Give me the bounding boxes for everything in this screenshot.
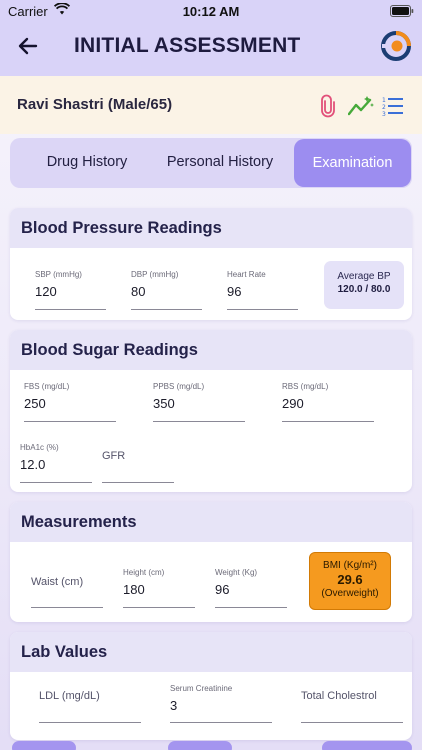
bmi-value: 29.6 [337, 572, 363, 587]
bottom-left-button[interactable] [12, 741, 76, 750]
patient-info-bar: Ravi Shastri (Male/65) 1 2 3 [0, 76, 422, 134]
dbp-underline [131, 309, 202, 310]
rbs-label: RBS (mg/dL) [282, 382, 329, 391]
rbs-field[interactable]: RBS (mg/dL) 290 [282, 382, 374, 422]
page-title: INITIAL ASSESSMENT [74, 34, 301, 57]
ppbs-field[interactable]: PPBS (mg/dL) 350 [153, 382, 245, 422]
measurements-card: Measurements Waist (cm) Height (cm) 180 … [10, 502, 412, 622]
weight-field[interactable]: Weight (Kg) 96 [215, 568, 287, 608]
tab-drug-history[interactable]: Drug History [46, 154, 128, 170]
ppbs-underline [153, 421, 245, 422]
height-label: Height (cm) [123, 568, 165, 577]
fbs-label: FBS (mg/dL) [24, 382, 70, 391]
blood-pressure-title: Blood Pressure Readings [10, 208, 412, 248]
waist-field[interactable]: Waist (cm) [31, 568, 103, 608]
heart-rate-value: 96 [227, 284, 242, 299]
dbp-field[interactable]: DBP (mmHg) 80 [131, 270, 202, 310]
hba1c-label: HbA1c (%) [20, 443, 59, 452]
gfr-underline [102, 482, 174, 483]
svg-text:2: 2 [382, 104, 386, 111]
svg-text:1: 1 [382, 97, 386, 104]
total-cholesterol-underline [301, 722, 403, 723]
heart-rate-label: Heart Rate [227, 270, 266, 279]
status-bar: Carrier 10:12 AM [0, 0, 422, 24]
ldl-field[interactable]: LDL (mg/dL) [39, 684, 141, 723]
trend-chart-icon[interactable] [347, 94, 374, 118]
height-value: 180 [123, 582, 145, 597]
assessment-tabs: Drug History Personal History Examinatio… [10, 138, 412, 188]
fbs-value: 250 [24, 396, 46, 411]
rbs-underline [282, 421, 374, 422]
serum-creatinine-value: 3 [170, 698, 178, 713]
sbp-field[interactable]: SBP (mmHg) 120 [35, 270, 106, 310]
dbp-value: 80 [131, 284, 146, 299]
measurements-title: Measurements [10, 502, 412, 542]
sbp-label: SBP (mmHg) [35, 270, 82, 279]
fbs-field[interactable]: FBS (mg/dL) 250 [24, 382, 116, 422]
svg-text:3: 3 [382, 111, 386, 118]
back-arrow-icon[interactable] [16, 34, 42, 58]
hba1c-value: 12.0 [20, 457, 46, 472]
waist-underline [31, 607, 103, 608]
battery-icon [390, 5, 414, 20]
average-bp-label: Average BP [337, 271, 391, 282]
numbered-list-icon[interactable]: 1 2 3 [381, 94, 405, 118]
status-time: 10:12 AM [182, 4, 240, 19]
lab-values-card: Lab Values LDL (mg/dL) Serum Creatinine … [10, 632, 412, 740]
app-logo-icon[interactable] [380, 30, 412, 62]
bmi-category: (Overweight) [321, 588, 379, 599]
height-underline [123, 607, 195, 608]
tab-personal-history[interactable]: Personal History [166, 154, 274, 170]
bottom-right-button[interactable] [322, 741, 412, 750]
blood-sugar-title: Blood Sugar Readings [10, 330, 412, 370]
serum-creatinine-underline [170, 722, 272, 723]
average-bp-value: 120.0 / 80.0 [337, 284, 391, 295]
serum-creatinine-label: Serum Creatinine [170, 684, 233, 693]
bottom-middle-button[interactable] [168, 741, 232, 750]
height-field[interactable]: Height (cm) 180 [123, 568, 195, 608]
fbs-underline [24, 421, 116, 422]
blood-pressure-card: Blood Pressure Readings SBP (mmHg) 120 D… [10, 208, 412, 320]
total-cholesterol-placeholder: Total Cholestrol [301, 690, 377, 702]
gfr-placeholder: GFR [102, 450, 126, 462]
attachment-icon[interactable] [316, 94, 340, 118]
hba1c-field[interactable]: HbA1c (%) 12.0 [20, 443, 92, 483]
tab-examination[interactable]: Examination [294, 139, 411, 187]
weight-underline [215, 607, 287, 608]
sbp-underline [35, 309, 106, 310]
patient-name: Ravi Shastri (Male/65) [17, 96, 173, 113]
heart-rate-underline [227, 309, 298, 310]
carrier-label: Carrier [8, 4, 48, 19]
dbp-label: DBP (mmHg) [131, 270, 179, 279]
bmi-label: BMI (Kg/m²) [323, 560, 377, 571]
ldl-underline [39, 722, 141, 723]
heart-rate-field[interactable]: Heart Rate 96 [227, 270, 298, 310]
ldl-placeholder: LDL (mg/dL) [39, 690, 100, 702]
average-bp-badge: Average BP 120.0 / 80.0 [324, 261, 404, 309]
waist-placeholder: Waist (cm) [31, 576, 84, 588]
top-header: Carrier 10:12 AM INITIAL ASSESSMENT [0, 0, 422, 76]
ppbs-value: 350 [153, 396, 175, 411]
wifi-icon [53, 2, 71, 18]
hba1c-underline [20, 482, 92, 483]
total-cholesterol-field[interactable]: Total Cholestrol [301, 684, 403, 723]
sbp-value: 120 [35, 284, 57, 299]
lab-values-title: Lab Values [10, 632, 412, 672]
bmi-badge: BMI (Kg/m²) 29.6 (Overweight) [309, 552, 391, 610]
ppbs-label: PPBS (mg/dL) [153, 382, 205, 391]
gfr-field[interactable]: GFR [102, 443, 174, 483]
rbs-value: 290 [282, 396, 304, 411]
weight-value: 96 [215, 582, 230, 597]
weight-label: Weight (Kg) [215, 568, 258, 577]
blood-sugar-card: Blood Sugar Readings FBS (mg/dL) 250 PPB… [10, 330, 412, 492]
serum-creatinine-field[interactable]: Serum Creatinine 3 [170, 684, 272, 723]
